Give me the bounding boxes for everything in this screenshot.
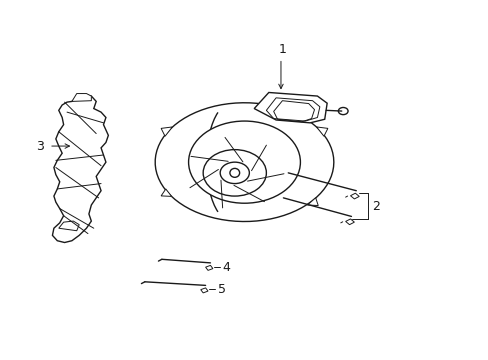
Polygon shape (254, 93, 326, 123)
Polygon shape (161, 189, 171, 197)
Circle shape (338, 108, 347, 114)
Text: 5: 5 (217, 283, 225, 296)
Polygon shape (72, 94, 91, 102)
Circle shape (220, 162, 249, 184)
Circle shape (188, 121, 300, 203)
Ellipse shape (229, 168, 239, 177)
Polygon shape (59, 221, 79, 231)
Polygon shape (345, 219, 354, 225)
Text: 2: 2 (371, 199, 379, 212)
Polygon shape (350, 193, 359, 199)
Polygon shape (205, 265, 212, 270)
Polygon shape (155, 103, 333, 221)
Polygon shape (201, 288, 207, 293)
Polygon shape (161, 127, 172, 136)
Polygon shape (316, 127, 327, 136)
Polygon shape (307, 198, 318, 206)
Text: 4: 4 (222, 261, 230, 274)
Polygon shape (52, 94, 108, 243)
Text: 1: 1 (278, 43, 286, 56)
Text: 3: 3 (36, 140, 44, 153)
Circle shape (203, 150, 266, 196)
